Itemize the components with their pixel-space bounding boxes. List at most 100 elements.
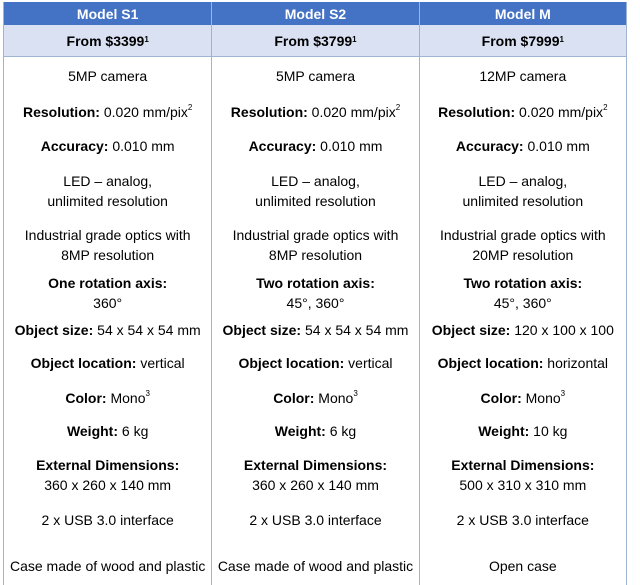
case-text: Case made of wood and plastic: [9, 558, 206, 574]
camera-cell: 5MP camera: [212, 57, 418, 95]
accuracy-cell: Accuracy: 0.010 mm: [420, 129, 626, 163]
footnote-marker: 3: [145, 389, 150, 399]
led-line-2: unlimited resolution: [255, 193, 376, 209]
model-column-m: Model M From $7999 1 12MP camera Resoluti…: [418, 2, 626, 585]
model-name: Model S1: [4, 2, 212, 25]
accuracy-cell: Accuracy: 0.010 mm: [4, 129, 211, 163]
usb-text: 2 x USB 3.0 interface: [456, 512, 589, 528]
model-column-s1: Model S1 From $3399 1 5MP camera Resoluti…: [4, 2, 212, 585]
accuracy-label: Accuracy:: [455, 138, 524, 154]
model-name: Model S2: [212, 2, 419, 25]
optics-cell: Industrial grade optics with 8MP resoluti…: [212, 219, 418, 271]
resolution-value: 0.020 mm/pix: [99, 104, 188, 120]
footnote-marker: 2: [395, 103, 401, 113]
weight-value: 6 kg: [118, 423, 149, 439]
usb-text: 2 x USB 3.0 interface: [41, 512, 174, 528]
dimensions-value: 500 x 310 x 310 mm: [459, 477, 587, 493]
object-location-label: Object location:: [30, 355, 137, 371]
object-location-cell: Object location: vertical: [212, 345, 418, 381]
led-line-2: unlimited resolution: [47, 193, 168, 209]
dimensions-value: 360 x 260 x 140 mm: [252, 477, 379, 493]
color-cell: Color: Mono3: [4, 381, 211, 415]
optics-cell: Industrial grade optics with 20MP resolut…: [420, 219, 626, 271]
weight-cell: Weight: 6 kg: [4, 415, 211, 447]
rotation-cell: Two rotation axis: 45°, 360°: [212, 271, 418, 315]
object-location-cell: Object location: horizontal: [420, 345, 626, 381]
color-label: Color:: [480, 390, 522, 406]
resolution-value: 0.020 mm/pix: [515, 104, 604, 120]
rotation-label: One rotation axis:: [48, 275, 168, 291]
resolution-label: Resolution:: [438, 104, 516, 120]
dimensions-cell: External Dimensions: 360 x 260 x 140 mm: [212, 447, 418, 503]
camera-text: 5MP camera: [68, 68, 148, 84]
object-size-value: 54 x 54 x 54 mm: [93, 322, 201, 338]
footnote-marker: 3: [353, 389, 358, 399]
price-cell: From $3399 1: [4, 25, 212, 57]
accuracy-value: 0.010 mm: [108, 138, 175, 154]
color-cell: Color: Mono3: [420, 381, 626, 415]
optics-line-2: 8MP resolution: [61, 247, 155, 263]
object-size-label: Object size:: [222, 322, 302, 338]
camera-text: 5MP camera: [275, 68, 356, 84]
color-value: Mono: [106, 390, 146, 406]
color-label: Color:: [273, 390, 315, 406]
rotation-value: 45°, 360°: [286, 295, 345, 311]
footnote-marker: 2: [603, 103, 608, 113]
object-location-value: horizontal: [543, 355, 609, 371]
object-size-value: 54 x 54 x 54 mm: [301, 322, 409, 338]
weight-label: Weight:: [66, 423, 119, 439]
resolution-label: Resolution:: [22, 104, 100, 120]
led-cell: LED – analog, unlimited resolution: [212, 163, 418, 219]
case-text: Open case: [488, 558, 557, 574]
led-cell: LED – analog, unlimited resolution: [4, 163, 211, 219]
object-location-value: vertical: [136, 355, 185, 371]
color-value: Mono: [314, 390, 354, 406]
model-column-s2: Model S2 From $3799 1 5MP camera Resoluti…: [211, 2, 419, 585]
usb-text: 2 x USB 3.0 interface: [249, 512, 382, 528]
case-text: Case made of wood and plastic: [217, 558, 414, 574]
led-line-1: LED – analog,: [478, 173, 568, 189]
rotation-cell: Two rotation axis: 45°, 360°: [420, 271, 626, 315]
object-size-label: Object size:: [14, 322, 94, 338]
object-location-label: Object location:: [437, 355, 544, 371]
price-text: From $7999: [481, 32, 560, 49]
optics-line-2: 8MP resolution: [268, 247, 363, 263]
rotation-value: 45°, 360°: [493, 295, 552, 311]
case-cell: Open case: [420, 537, 626, 585]
dimensions-label: External Dimensions:: [36, 457, 180, 473]
color-value: Mono: [521, 390, 561, 406]
case-cell: Case made of wood and plastic: [212, 537, 418, 585]
led-line-1: LED – analog,: [63, 173, 153, 189]
object-size-cell: Object size: 120 x 100 x 100: [420, 315, 626, 345]
object-size-cell: Object size: 54 x 54 x 54 mm: [212, 315, 418, 345]
optics-cell: Industrial grade optics with 8MP resoluti…: [4, 219, 211, 271]
dimensions-cell: External Dimensions: 500 x 310 x 310 mm: [420, 447, 626, 503]
resolution-label: Resolution:: [230, 104, 308, 120]
weight-value: 10 kg: [529, 423, 568, 439]
weight-label: Weight:: [274, 423, 326, 439]
footnote-marker: 2: [187, 103, 193, 113]
accuracy-label: Accuracy:: [40, 138, 109, 154]
resolution-value: 0.020 mm/pix: [307, 104, 396, 120]
weight-cell: Weight: 10 kg: [420, 415, 626, 447]
optics-line-1: Industrial grade optics with: [232, 227, 399, 243]
object-size-value: 120 x 100 x 100: [510, 322, 614, 338]
usb-cell: 2 x USB 3.0 interface: [420, 503, 626, 537]
case-cell: Case made of wood and plastic: [4, 537, 211, 585]
accuracy-value: 0.010 mm: [316, 138, 383, 154]
footnote-marker: 3: [560, 389, 566, 399]
object-size-cell: Object size: 54 x 54 x 54 mm: [4, 315, 211, 345]
accuracy-cell: Accuracy: 0.010 mm: [212, 129, 418, 163]
dimensions-label: External Dimensions:: [451, 457, 595, 473]
accuracy-label: Accuracy:: [248, 138, 317, 154]
weight-value: 6 kg: [325, 423, 357, 439]
resolution-cell: Resolution: 0.020 mm/pix2: [420, 95, 626, 129]
camera-cell: 5MP camera: [4, 57, 211, 95]
rotation-cell: One rotation axis: 360°: [4, 271, 211, 315]
object-location-value: vertical: [344, 355, 393, 371]
camera-cell: 12MP camera: [420, 57, 626, 95]
led-cell: LED – analog, unlimited resolution: [420, 163, 626, 219]
object-location-cell: Object location: vertical: [4, 345, 211, 381]
model-name: Model M: [419, 2, 626, 25]
dimensions-value: 360 x 260 x 140 mm: [44, 477, 172, 493]
